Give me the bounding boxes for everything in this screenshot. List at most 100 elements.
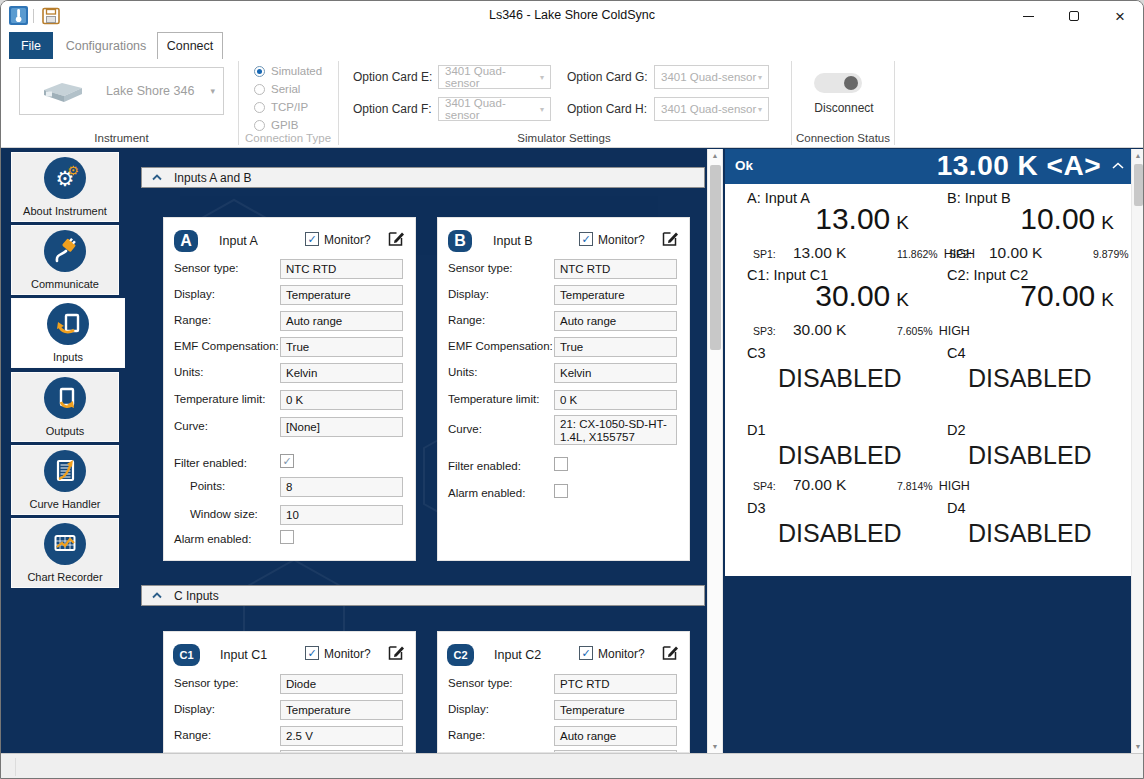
close-button[interactable]: × bbox=[1097, 1, 1143, 31]
field-label: Filter enabled: bbox=[448, 460, 521, 472]
window-scrollbar[interactable]: ▲ ▼ bbox=[1131, 149, 1144, 753]
chevron-up-icon bbox=[152, 174, 162, 181]
sidebar-item-communicate[interactable]: Communicate bbox=[11, 225, 119, 295]
display-field[interactable]: Temperature bbox=[280, 700, 403, 720]
instrument-dropdown[interactable]: Lake Shore 346 ▾ bbox=[19, 67, 224, 115]
sidebar-item-chart-recorder[interactable]: Chart Recorder bbox=[11, 518, 119, 588]
radio-simulated[interactable]: Simulated bbox=[254, 65, 322, 77]
radio-gpib[interactable]: GPIB bbox=[254, 119, 298, 131]
channel-d4-label: D4 bbox=[947, 500, 966, 516]
bottom-scroll-area[interactable] bbox=[1, 753, 1144, 779]
input-b-filter-checkbox[interactable] bbox=[554, 457, 568, 471]
option-card-f-combo[interactable]: 3401 Quad-sensor ▾ bbox=[438, 97, 551, 121]
channel-d4-disabled: DISABLED bbox=[968, 519, 1092, 548]
scroll-up-icon[interactable]: ▲ bbox=[708, 152, 722, 159]
sidebar-item-about-instrument[interactable]: ⚙ ⚙ About Instrument bbox=[11, 152, 119, 222]
content-scrollbar[interactable]: ▲ ▼ bbox=[707, 149, 723, 753]
scroll-down-icon[interactable]: ▼ bbox=[708, 743, 722, 750]
sp-label: SP4: bbox=[753, 480, 793, 492]
instrument-group-label: Instrument bbox=[19, 132, 224, 144]
input-c2-monitor-checkbox[interactable]: ✓ bbox=[579, 646, 593, 660]
scroll-up-icon[interactable]: ▲ bbox=[1132, 152, 1144, 159]
display-header[interactable]: Ok 13.00 K <A> bbox=[725, 149, 1131, 184]
option-card-g-combo[interactable]: 3401 Quad-sensor ▾ bbox=[654, 65, 769, 89]
sensor-type-field[interactable]: Diode bbox=[280, 674, 403, 694]
expander-c-inputs[interactable]: C Inputs bbox=[141, 585, 705, 606]
input-b-monitor-checkbox[interactable]: ✓ bbox=[579, 232, 593, 246]
curve-field[interactable]: 21: CX-1050-SD-HT-1.4L, X155757 bbox=[554, 415, 677, 445]
window-size-field[interactable]: 10 bbox=[280, 505, 403, 525]
sidebar-item-outputs[interactable]: Outputs bbox=[11, 372, 119, 442]
emf-field[interactable]: True bbox=[280, 337, 403, 357]
option-card-h-combo[interactable]: 3401 Quad-sensor ▾ bbox=[654, 97, 769, 121]
curve-field[interactable]: [None] bbox=[280, 417, 403, 437]
scrollbar-thumb[interactable] bbox=[1134, 164, 1143, 206]
scrollbar-thumb[interactable] bbox=[710, 165, 721, 350]
sidebar-item-curve-handler[interactable]: Curve Handler bbox=[11, 445, 119, 515]
input-b-alarm-checkbox[interactable] bbox=[554, 484, 568, 498]
window-title: Ls346 - Lake Shore ColdSync bbox=[489, 8, 655, 22]
primary-reading: 13.00 K <A> bbox=[937, 150, 1101, 182]
input-a-alarm-checkbox[interactable] bbox=[280, 530, 294, 544]
value-text: 10.00 bbox=[1020, 202, 1095, 236]
divider bbox=[15, 758, 16, 776]
units-field[interactable]: Kelvin bbox=[554, 363, 677, 383]
scroll-down-icon[interactable]: ▼ bbox=[1132, 743, 1144, 750]
expander-inputs-a-and-b[interactable]: Inputs A and B bbox=[141, 167, 705, 188]
field-label: Temperature limit: bbox=[174, 393, 265, 405]
edit-pencil-icon bbox=[660, 228, 680, 248]
range-field[interactable]: Auto range bbox=[554, 311, 677, 331]
input-a-monitor-checkbox[interactable]: ✓ bbox=[305, 232, 319, 246]
input-a-edit-button[interactable] bbox=[385, 227, 407, 249]
range-field[interactable]: Auto range bbox=[554, 726, 677, 746]
maximize-button[interactable] bbox=[1051, 1, 1097, 31]
input-a-filter-checkbox[interactable]: ✓ bbox=[280, 454, 294, 468]
connection-status-group-label: Connection Status bbox=[787, 132, 899, 144]
range-field[interactable]: Auto range bbox=[280, 311, 403, 331]
radio-serial[interactable]: Serial bbox=[254, 83, 300, 95]
connect-toggle[interactable] bbox=[814, 73, 862, 93]
radio-tcpip[interactable]: TCP/IP bbox=[254, 101, 308, 113]
tab-configurations[interactable]: Configurations bbox=[57, 32, 155, 59]
channel-c3-disabled: DISABLED bbox=[778, 364, 902, 393]
display-field[interactable]: Temperature bbox=[280, 285, 403, 305]
input-c1-edit-button[interactable] bbox=[385, 641, 407, 663]
input-b-edit-button[interactable] bbox=[659, 227, 681, 249]
channel-d1-label: D1 bbox=[747, 422, 766, 438]
sidebar-item-label: Outputs bbox=[12, 425, 118, 437]
toggle-knob-icon bbox=[844, 76, 858, 90]
temp-limit-field[interactable]: 0 K bbox=[554, 390, 677, 410]
radio-icon bbox=[254, 84, 265, 95]
units-field[interactable]: Kelvin bbox=[280, 363, 403, 383]
sensor-type-field[interactable]: PTC RTD bbox=[554, 674, 677, 694]
tab-connect[interactable]: Connect bbox=[157, 32, 223, 59]
app-thermometer-icon[interactable] bbox=[9, 6, 28, 25]
edit-pencil-icon bbox=[386, 228, 406, 248]
field-label: Curve: bbox=[174, 420, 208, 432]
temp-limit-field[interactable]: 0 K bbox=[280, 390, 403, 410]
range-field[interactable]: 2.5 V bbox=[280, 726, 403, 746]
display-field[interactable]: Temperature bbox=[554, 285, 677, 305]
channel-c2-value: 70.00K bbox=[952, 279, 1114, 313]
sensor-type-field[interactable]: NTC RTD bbox=[554, 259, 677, 279]
field-label: Sensor type: bbox=[448, 677, 513, 689]
option-card-e-combo[interactable]: 3401 Quad-sensor ▾ bbox=[438, 65, 551, 89]
input-b-panel: B Input B ✓ Monitor? Sensor type: NTC RT… bbox=[437, 217, 690, 561]
field-label: Range: bbox=[174, 314, 211, 326]
minimize-button[interactable] bbox=[1005, 1, 1051, 31]
setpoint-2-row: SP2: 10.00 K 9.879% HIGH bbox=[949, 244, 1144, 262]
tab-file[interactable]: File bbox=[9, 32, 53, 59]
input-c1-monitor-checkbox[interactable]: ✓ bbox=[305, 646, 319, 660]
sidebar-item-inputs[interactable]: Inputs bbox=[11, 298, 125, 368]
save-button[interactable] bbox=[41, 6, 61, 26]
input-c2-edit-button[interactable] bbox=[659, 641, 681, 663]
sp-percent: 9.879% bbox=[1093, 248, 1129, 260]
display-field[interactable]: Temperature bbox=[554, 700, 677, 720]
input-b-badge: B bbox=[448, 230, 472, 252]
field-label: Sensor type: bbox=[174, 677, 239, 689]
minimize-icon bbox=[1023, 16, 1034, 17]
option-card-e-label: Option Card E: bbox=[353, 70, 432, 84]
sensor-type-field[interactable]: NTC RTD bbox=[280, 259, 403, 279]
points-field[interactable]: 8 bbox=[280, 477, 403, 497]
emf-field[interactable]: True bbox=[554, 337, 677, 357]
